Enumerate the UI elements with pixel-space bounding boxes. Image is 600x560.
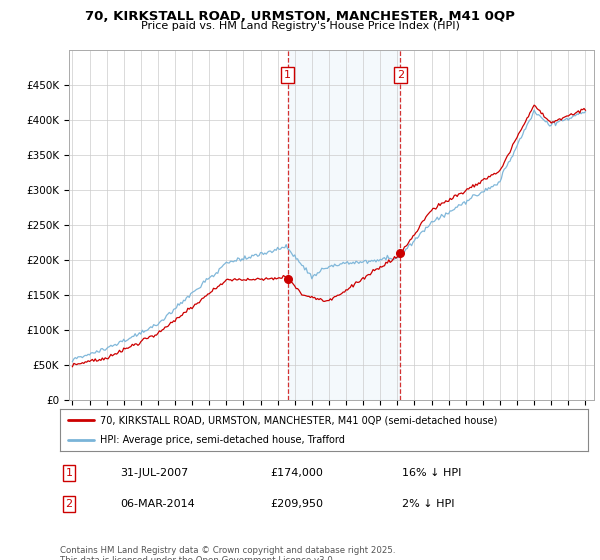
Text: 31-JUL-2007: 31-JUL-2007 <box>120 468 188 478</box>
Text: 70, KIRKSTALL ROAD, URMSTON, MANCHESTER, M41 0QP (semi-detached house): 70, KIRKSTALL ROAD, URMSTON, MANCHESTER,… <box>100 415 497 425</box>
Text: 2: 2 <box>65 499 73 509</box>
Text: 06-MAR-2014: 06-MAR-2014 <box>120 499 195 509</box>
Text: 2% ↓ HPI: 2% ↓ HPI <box>402 499 455 509</box>
Text: HPI: Average price, semi-detached house, Trafford: HPI: Average price, semi-detached house,… <box>100 435 344 445</box>
Bar <box>287 50 400 400</box>
Text: £209,950: £209,950 <box>270 499 323 509</box>
Text: 2: 2 <box>397 70 404 80</box>
Text: Contains HM Land Registry data © Crown copyright and database right 2025.
This d: Contains HM Land Registry data © Crown c… <box>60 546 395 560</box>
Text: 16% ↓ HPI: 16% ↓ HPI <box>402 468 461 478</box>
Text: 70, KIRKSTALL ROAD, URMSTON, MANCHESTER, M41 0QP: 70, KIRKSTALL ROAD, URMSTON, MANCHESTER,… <box>85 10 515 23</box>
Text: Price paid vs. HM Land Registry's House Price Index (HPI): Price paid vs. HM Land Registry's House … <box>140 21 460 31</box>
Text: 1: 1 <box>284 70 291 80</box>
Text: 1: 1 <box>65 468 73 478</box>
Text: £174,000: £174,000 <box>270 468 323 478</box>
